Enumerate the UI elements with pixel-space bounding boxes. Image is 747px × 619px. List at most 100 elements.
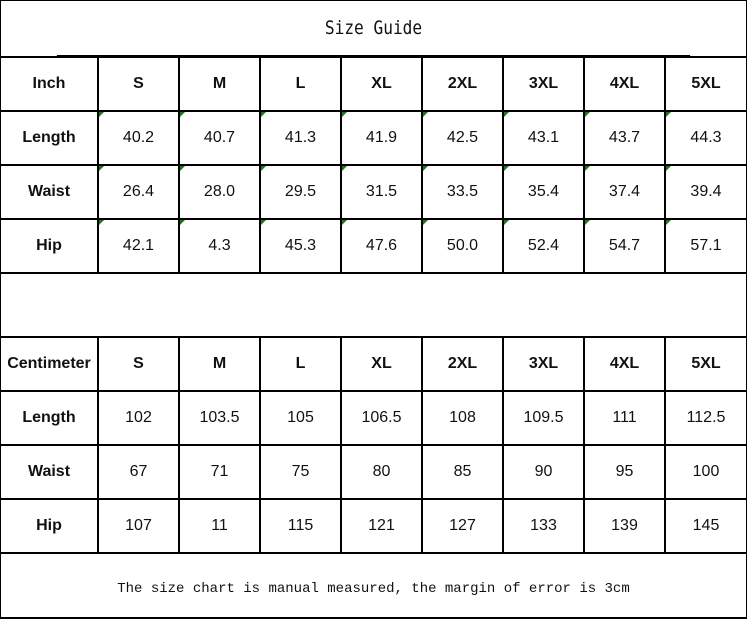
cell-marker-icon	[423, 166, 428, 171]
cell-text: 44.3	[690, 129, 722, 146]
table-cell: 67	[97, 444, 180, 500]
table-cell: 40.2	[97, 110, 180, 166]
column-header: XL	[340, 56, 423, 112]
cell-text: 11	[211, 517, 228, 534]
cell-text: Inch	[32, 75, 66, 92]
cell-text: XL	[371, 355, 392, 372]
table-cell: 105	[259, 390, 342, 446]
cell-text: 41.9	[365, 129, 398, 146]
cell-marker-icon	[504, 166, 509, 171]
table-cell: 103.5	[178, 390, 261, 446]
table-cell: 133	[502, 498, 585, 554]
cell-text: 71	[210, 463, 229, 480]
cell-text: 67	[129, 463, 148, 480]
table-cell: 33.5	[421, 164, 504, 220]
cell-text: 2XL	[447, 355, 478, 372]
cell-text: L	[295, 355, 306, 372]
cell-marker-icon	[423, 220, 428, 225]
cell-marker-icon	[99, 220, 104, 225]
table-row-waist: Waist 26.4 28.0 29.5 31.5 33.5 35.4 37.4 39.4	[1, 164, 746, 220]
cell-text: 29.5	[284, 183, 317, 200]
cell-marker-icon	[99, 166, 104, 171]
cell-text: 75	[291, 463, 310, 480]
cell-marker-icon	[180, 112, 185, 117]
column-header: M	[178, 56, 261, 112]
header-row: Inch S M L XL 2XL 3XL 4XL 5XL	[1, 56, 746, 112]
cell-text: 3XL	[528, 355, 559, 372]
table-cell: 52.4	[502, 218, 585, 274]
cell-text: 57.1	[690, 237, 722, 254]
cell-text: 47.6	[365, 237, 398, 254]
cell-marker-icon	[261, 166, 266, 171]
table-cell: 35.4	[502, 164, 585, 220]
cell-text: S	[133, 75, 144, 92]
row-label: Hip	[1, 498, 99, 554]
cell-text: M	[212, 75, 227, 92]
cell-text: S	[133, 355, 144, 372]
table-cell: 54.7	[583, 218, 666, 274]
cell-marker-icon	[585, 220, 590, 225]
cell-marker-icon	[666, 166, 671, 171]
column-header: 4XL	[583, 336, 666, 392]
cell-text: 39.4	[690, 183, 722, 200]
column-header: L	[259, 336, 342, 392]
cell-text: XL	[371, 75, 392, 92]
column-header: Centimeter	[1, 336, 99, 392]
cell-text: 37.4	[608, 183, 641, 200]
table-cell: 107	[97, 498, 180, 554]
cell-text: Centimeter	[7, 355, 91, 372]
cell-text: 28.0	[203, 183, 236, 200]
table-cell: 29.5	[259, 164, 342, 220]
cell-text: 100	[692, 463, 720, 480]
cell-marker-icon	[180, 220, 185, 225]
cell-text: 111	[612, 409, 637, 426]
cell-text: Length	[22, 129, 76, 146]
cell-text: 42.1	[122, 237, 155, 254]
cell-text: 102	[125, 409, 152, 426]
page-title: Size Guide	[56, 1, 691, 57]
table-row-length: Length 102 103.5 105 106.5 108 109.5 111 112.5	[1, 390, 746, 446]
cell-text: 95	[615, 463, 634, 480]
cell-marker-icon	[342, 112, 347, 117]
table-cell: 11	[178, 498, 261, 554]
cell-text: 85	[453, 463, 472, 480]
spacer-row	[1, 281, 746, 337]
table-cell: 115	[259, 498, 342, 554]
cell-text: 105	[287, 409, 314, 426]
table-cell: 85	[421, 444, 504, 500]
cell-marker-icon	[423, 112, 428, 117]
row-label: Waist	[1, 164, 99, 220]
cell-text: Hip	[36, 517, 62, 534]
table-cell: 71	[178, 444, 261, 500]
table-cell: 40.7	[178, 110, 261, 166]
table-cell: 26.4	[97, 164, 180, 220]
cell-marker-icon	[666, 220, 671, 225]
cell-text: 42.5	[446, 129, 479, 146]
column-header: 2XL	[421, 56, 504, 112]
table-cell: 95	[583, 444, 666, 500]
column-header: 2XL	[421, 336, 504, 392]
cell-text: M	[212, 355, 227, 372]
table-cell: 121	[340, 498, 423, 554]
cell-text: 4.3	[208, 237, 231, 254]
column-header: Inch	[1, 56, 99, 112]
cell-text: 3XL	[528, 75, 559, 92]
table-cell: 80	[340, 444, 423, 500]
cell-text: 35.4	[527, 183, 560, 200]
cell-text: Hip	[36, 237, 62, 254]
table-cell: 4.3	[178, 218, 261, 274]
table-cell: 42.1	[97, 218, 180, 274]
header-row: Centimeter S M L XL 2XL 3XL 4XL 5XL	[1, 336, 746, 392]
cell-text: 103.5	[199, 409, 240, 426]
cell-marker-icon	[504, 220, 509, 225]
footer-note: The size chart is manual measured, the m…	[117, 581, 630, 597]
cell-text: 43.7	[608, 129, 641, 146]
cell-text: 26.4	[122, 183, 155, 200]
table-cell: 41.9	[340, 110, 423, 166]
column-header: S	[97, 56, 180, 112]
cell-marker-icon	[342, 220, 347, 225]
cell-text: 80	[372, 463, 391, 480]
cell-text: 121	[368, 517, 395, 534]
table-row-length: Length 40.2 40.7 41.3 41.9 42.5 43.1 43.7 44.3	[1, 110, 746, 166]
